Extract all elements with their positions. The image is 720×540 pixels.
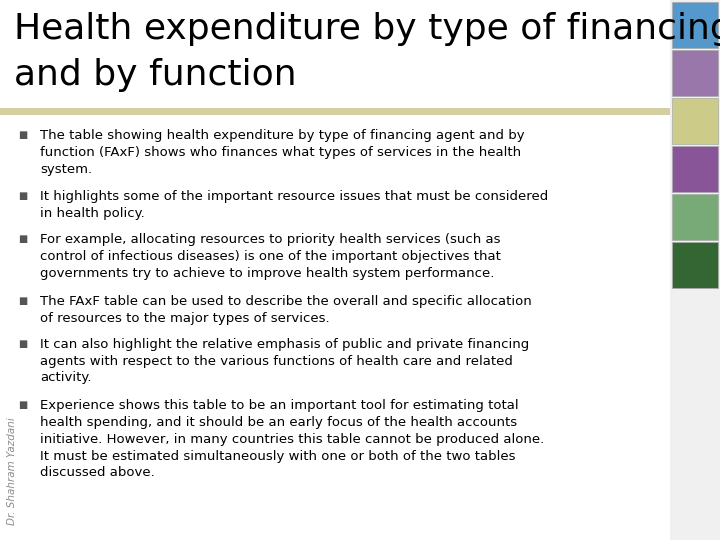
Bar bbox=[672, 146, 718, 192]
Text: Health expenditure by type of financing agent: Health expenditure by type of financing … bbox=[14, 12, 720, 46]
Text: ■: ■ bbox=[18, 400, 27, 410]
Bar bbox=[0, 108, 670, 115]
Bar bbox=[672, 50, 718, 96]
Text: ■: ■ bbox=[18, 234, 27, 245]
Text: Dr. Shahram Yazdani: Dr. Shahram Yazdani bbox=[7, 417, 17, 525]
Bar bbox=[670, 0, 720, 540]
Bar bbox=[672, 242, 718, 288]
Bar bbox=[672, 98, 718, 144]
Text: ■: ■ bbox=[18, 191, 27, 201]
Text: The FAxF table can be used to describe the overall and specific allocation
of re: The FAxF table can be used to describe t… bbox=[40, 295, 532, 325]
Text: For example, allocating resources to priority health services (such as
control o: For example, allocating resources to pri… bbox=[40, 233, 501, 280]
Text: It highlights some of the important resource issues that must be considered
in h: It highlights some of the important reso… bbox=[40, 191, 548, 220]
Text: ■: ■ bbox=[18, 130, 27, 140]
Text: and by function: and by function bbox=[14, 58, 297, 92]
Text: ■: ■ bbox=[18, 296, 27, 306]
Bar bbox=[0, 0, 670, 108]
Text: The table showing health expenditure by type of financing agent and by
function : The table showing health expenditure by … bbox=[40, 129, 525, 176]
Bar bbox=[672, 194, 718, 240]
Text: It can also highlight the relative emphasis of public and private financing
agen: It can also highlight the relative empha… bbox=[40, 338, 529, 384]
Text: Experience shows this table to be an important tool for estimating total
health : Experience shows this table to be an imp… bbox=[40, 399, 544, 480]
Text: ■: ■ bbox=[18, 339, 27, 349]
Bar bbox=[672, 2, 718, 48]
